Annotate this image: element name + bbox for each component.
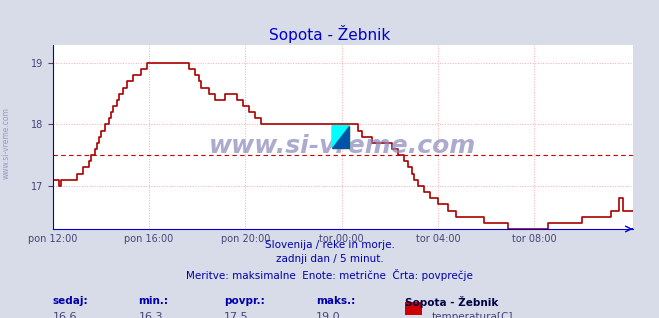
Bar — [332, 126, 349, 148]
Text: min.:: min.: — [138, 296, 169, 306]
Text: 16,6: 16,6 — [53, 312, 77, 318]
Text: www.si-vreme.com: www.si-vreme.com — [2, 107, 11, 179]
Text: povpr.:: povpr.: — [224, 296, 265, 306]
Text: maks.:: maks.: — [316, 296, 356, 306]
Text: Sopota - Žebnik: Sopota - Žebnik — [405, 296, 499, 308]
Text: zadnji dan / 5 minut.: zadnji dan / 5 minut. — [275, 254, 384, 264]
Text: 17,5: 17,5 — [224, 312, 248, 318]
Text: Meritve: maksimalne  Enote: metrične  Črta: povprečje: Meritve: maksimalne Enote: metrične Črta… — [186, 269, 473, 281]
Polygon shape — [332, 126, 349, 148]
Text: 19,0: 19,0 — [316, 312, 341, 318]
Text: www.si-vreme.com: www.si-vreme.com — [209, 134, 476, 158]
Text: sedaj:: sedaj: — [53, 296, 88, 306]
Text: Sopota - Žebnik: Sopota - Žebnik — [269, 25, 390, 44]
Text: 16,3: 16,3 — [138, 312, 163, 318]
Text: Slovenija / reke in morje.: Slovenija / reke in morje. — [264, 240, 395, 250]
Polygon shape — [332, 126, 349, 148]
Text: temperatura[C]: temperatura[C] — [432, 312, 513, 318]
